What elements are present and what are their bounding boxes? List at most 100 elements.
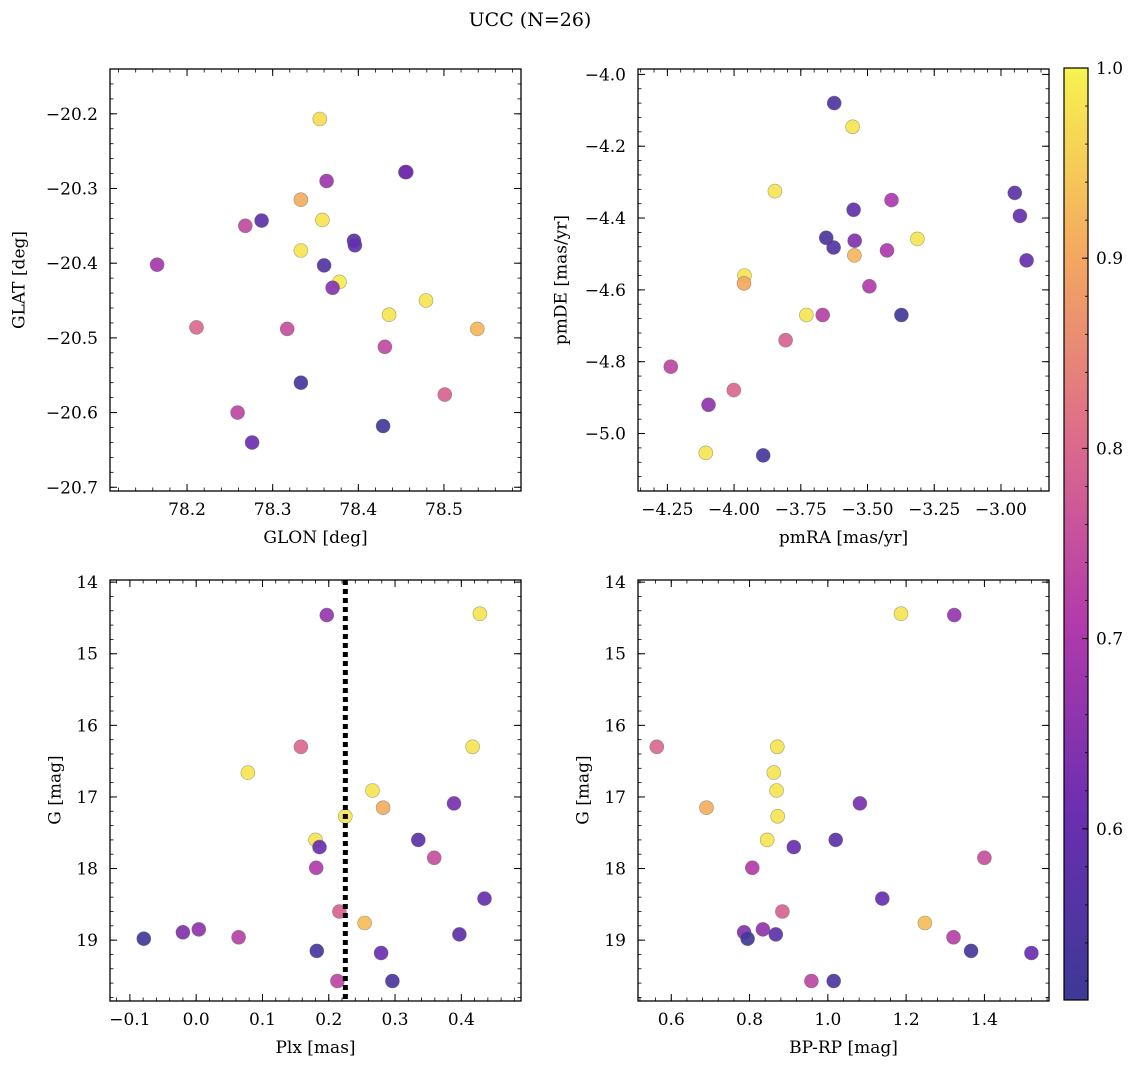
y-axis-label: G [mag] — [46, 755, 66, 824]
x-tick-label: −3.25 — [908, 500, 960, 520]
x-axis-label: GLON [deg] — [263, 528, 367, 548]
scatter-point — [293, 192, 309, 207]
scatter-point — [766, 765, 782, 780]
scatter-point — [230, 405, 245, 420]
scatter-point — [818, 230, 834, 246]
scatter-points — [649, 606, 1039, 989]
scatter-point — [1012, 208, 1028, 224]
y-tick-label: 18 — [76, 860, 98, 880]
colorbar-tick-label: 0.7 — [1096, 630, 1123, 650]
scatter-point — [828, 832, 844, 848]
x-axis: 78.2 78.3 78.4 78.5 — [118, 69, 513, 520]
y-tick-label: −4.6 — [585, 281, 626, 301]
scatter-point — [465, 739, 480, 755]
scatter-point — [149, 257, 165, 273]
scatter-point — [373, 945, 389, 961]
scatter-points — [663, 95, 1034, 463]
scatter-point — [136, 931, 152, 947]
y-tick-label: 19 — [76, 931, 98, 951]
x-tick-label: 0.4 — [448, 1010, 475, 1030]
scatter-point — [649, 739, 665, 755]
scatter-point — [786, 839, 802, 855]
x-axis: −4.25 −4.00 −3.75 −3.50 −3.25 −3.00 — [640, 69, 1042, 520]
y-axis: 14 15 16 17 18 19 — [76, 573, 521, 998]
scatter-point — [893, 606, 909, 622]
y-axis: 14 15 16 17 18 19 — [604, 573, 1049, 998]
panel-bprp-g: 0.6 0.8 1.0 1.2 1.4 14 15 16 17 18 19 BP-RP [mag] G … — [574, 573, 1050, 1058]
scatter-point — [884, 192, 899, 208]
panel-glon-glat: 78.2 78.3 78.4 78.5−20.7−20.6−20.5−20.4−20.… — [10, 68, 522, 548]
scatter-points — [136, 606, 492, 989]
y-tick-label: −4.2 — [585, 137, 626, 157]
scatter-point — [769, 783, 784, 798]
y-tick-label: −5.0 — [585, 425, 626, 445]
scatter-point — [804, 973, 819, 989]
scatter-point — [319, 607, 335, 623]
scatter-point — [191, 922, 207, 937]
y-tick-label: −20.4 — [46, 254, 98, 274]
y-tick-label: −4.0 — [585, 65, 626, 85]
scatter-point — [375, 418, 391, 434]
scatter-point — [698, 445, 714, 461]
x-tick-label: 0.1 — [249, 1010, 276, 1030]
y-tick-label: 17 — [604, 788, 626, 808]
colorbar-gradient — [1063, 67, 1089, 1001]
y-tick-label: 18 — [604, 860, 626, 880]
y-tick-label: −20.3 — [46, 180, 98, 200]
x-tick-label: 0.6 — [658, 1010, 685, 1030]
scatter-point — [701, 397, 716, 413]
scatter-point — [894, 307, 909, 323]
scatter-point — [1019, 253, 1034, 268]
scatter-point — [325, 280, 340, 296]
y-tick-label: 17 — [76, 788, 98, 808]
x-tick-label: 78.4 — [339, 500, 377, 520]
scatter-point — [862, 278, 877, 294]
scatter-point — [398, 164, 414, 180]
y-axis: −20.7 −20.6 −20.5 −20.4 −20.3 −20.2 — [46, 68, 521, 498]
scatter-point — [293, 739, 309, 755]
scatter-point — [231, 929, 246, 945]
scatter-point — [946, 929, 961, 945]
x-tick-label: 0.3 — [382, 1010, 409, 1030]
x-tick-label: 1.0 — [814, 1010, 841, 1030]
y-tick-label: −4.8 — [585, 353, 626, 373]
scatter-point — [846, 202, 861, 218]
scatter-point — [347, 238, 363, 253]
y-axis-label: G [mag] — [574, 755, 594, 824]
x-tick-label: −3.00 — [975, 500, 1027, 520]
scatter-point — [946, 607, 962, 623]
scatter-point — [977, 850, 992, 866]
scatter-point — [826, 973, 842, 989]
x-tick-label: 0.8 — [736, 1010, 763, 1030]
y-tick-label: −20.6 — [46, 404, 98, 424]
scatter-point — [254, 213, 269, 228]
scatter-point — [244, 435, 260, 450]
scatter-point — [845, 119, 860, 135]
scatter-point — [175, 924, 191, 940]
panel-plx-g: −0.1 0.0 0.1 0.2 0.3 0.4 14 15 16 17 18 19 Plx [mas]… — [46, 573, 522, 1058]
colorbar: 0.6 0.7 0.8 0.9 1.0 — [1063, 59, 1123, 1001]
y-tick-label: −20.2 — [46, 105, 98, 125]
y-axis-label: GLAT [deg] — [10, 231, 30, 329]
scatter-point — [381, 307, 397, 323]
colorbar-tick-label: 1.0 — [1096, 59, 1123, 79]
colorbar-ticks: 0.6 0.7 0.8 0.9 1.0 — [1082, 59, 1123, 982]
scatter-point — [740, 931, 755, 947]
scatter-point — [315, 212, 330, 228]
colorbar-tick-label: 0.6 — [1096, 820, 1123, 840]
scatter-point — [316, 258, 332, 273]
colorbar-tick-label: 0.8 — [1096, 439, 1123, 459]
axes-frame — [109, 68, 522, 492]
y-tick-label: 14 — [76, 573, 98, 593]
y-tick-label: 16 — [76, 716, 98, 736]
scatter-point — [778, 332, 793, 348]
x-tick-label: −3.75 — [775, 500, 827, 520]
scatter-point — [472, 606, 488, 622]
scatter-point — [1007, 185, 1023, 201]
x-tick-label: 1.2 — [893, 1010, 920, 1030]
scatter-point — [767, 183, 783, 199]
scatter-point — [852, 796, 868, 811]
scatter-point — [418, 293, 434, 308]
x-tick-label: −0.1 — [109, 1010, 150, 1030]
